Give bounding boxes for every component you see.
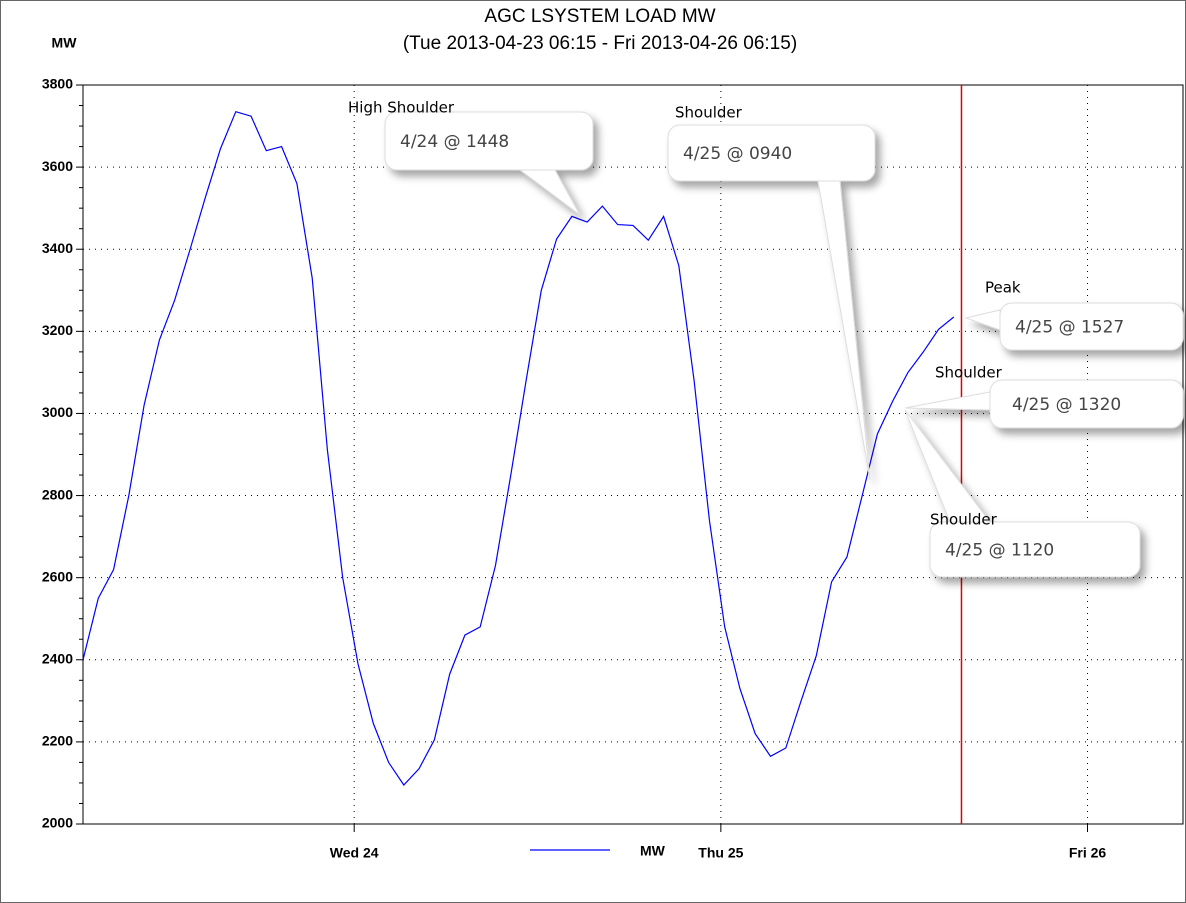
callout [904, 379, 1184, 429]
data-line [82, 110, 955, 786]
callout [667, 124, 876, 481]
callout-title: Shoulder [675, 104, 743, 122]
callout-box [999, 302, 1184, 351]
callout-box [929, 521, 1141, 578]
chart-title: AGC LSYSTEM LOAD MW [484, 6, 715, 27]
y-tick-label: 3200 [42, 322, 73, 338]
y-tick-label: 2200 [42, 733, 73, 749]
callout-text: 4/24 @ 1448 [400, 132, 509, 152]
y-axis-label: MW [52, 35, 78, 51]
callout-text: 4/25 @ 1527 [1015, 318, 1124, 338]
y-tick-label: 3400 [42, 240, 73, 256]
y-tick-label: 2600 [42, 568, 73, 584]
callout-box [384, 111, 594, 171]
callout-text: 4/25 @ 0940 [683, 144, 792, 164]
legend-label: MW [640, 843, 666, 859]
callout-text: 4/25 @ 1120 [945, 541, 1054, 561]
y-tick-label: 3000 [42, 404, 73, 420]
callout-box [667, 124, 876, 182]
callout-text: 4/25 @ 1320 [1012, 395, 1121, 415]
x-tick-label: Wed 24 [330, 845, 379, 861]
y-tick-label: 2000 [42, 815, 73, 831]
callout-title: Shoulder [930, 511, 998, 529]
chart-subtitle: (Tue 2013-04-23 06:15 - Fri 2013-04-26 0… [403, 33, 797, 54]
callout-title: Peak [985, 279, 1021, 297]
y-tick-label: 3600 [42, 158, 73, 174]
callout-title: Shoulder [935, 364, 1003, 382]
callout [904, 409, 1141, 578]
callout [964, 302, 1184, 351]
y-tick-label: 2400 [42, 650, 73, 666]
plot-frame [82, 84, 1184, 825]
callout-title: High Shoulder [348, 99, 455, 117]
x-tick-label: Thu 25 [698, 845, 743, 861]
y-tick-label: 2800 [42, 486, 73, 502]
y-tick-label: 3800 [42, 76, 73, 92]
x-tick-label: Fri 26 [1069, 845, 1107, 861]
callout [384, 111, 594, 216]
callout-box [989, 379, 1184, 429]
